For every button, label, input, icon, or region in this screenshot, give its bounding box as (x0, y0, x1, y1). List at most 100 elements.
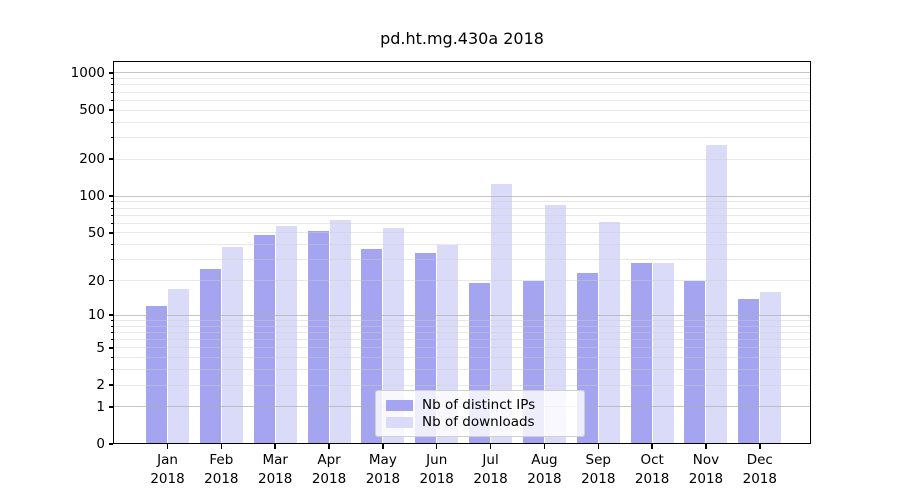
gridline-minor (114, 339, 810, 340)
bar-ips-Apr (307, 230, 329, 444)
y-minor-tick-mark (110, 201, 113, 203)
y-minor-tick-mark (110, 232, 113, 234)
x-tick-month: Apr (317, 452, 341, 468)
y-minor-tick-mark (110, 91, 113, 93)
gridline-major (114, 195, 810, 197)
x-tick-mark (597, 444, 600, 449)
x-tick-month: Jun (426, 452, 448, 468)
y-tick-mark (109, 72, 113, 74)
x-tick-label: Aug 2018 (504, 451, 584, 489)
bar-downloads-Oct (652, 263, 674, 444)
x-tick-mark (705, 444, 707, 449)
bar-downloads-Feb (221, 247, 243, 444)
gridline-minor (114, 99, 810, 101)
gridline-minor (114, 121, 810, 123)
gridline-minor (114, 91, 810, 93)
bar-ips-Dec (738, 298, 760, 444)
y-minor-tick-mark (110, 319, 113, 321)
legend-swatch-ips-icon (386, 399, 413, 411)
gridline-major (114, 72, 810, 74)
y-minor-tick-mark (110, 347, 113, 349)
x-tick-year: 2018 (365, 471, 401, 487)
y-minor-tick-mark (110, 357, 113, 359)
gridline-major (114, 314, 810, 316)
x-tick-label: Feb 2018 (181, 451, 261, 489)
x-tick-label: Dec 2018 (720, 451, 800, 489)
y-minor-tick-mark (110, 207, 113, 209)
x-tick-year: 2018 (581, 471, 616, 487)
y-tick-mark (109, 406, 113, 408)
bar-downloads-Aug (544, 205, 566, 444)
bar-downloads-Mar (275, 225, 297, 444)
x-tick-month: Oct (640, 452, 664, 468)
bar-downloads-Sep (598, 221, 620, 444)
legend-row-ips: Nb of distinct IPs (386, 397, 574, 413)
chart-title: pd.ht.mg.430a 2018 (380, 29, 544, 48)
y-tick-label: 5 (96, 339, 105, 356)
x-tick-mark (651, 444, 653, 449)
bar-downloads-Apr (329, 219, 351, 444)
gridline-minor (114, 325, 810, 327)
legend-label-ips: Nb of distinct IPs (422, 397, 536, 413)
bar-ips-Mar (253, 235, 275, 444)
y-minor-tick-mark (110, 339, 113, 340)
bar-downloads-Nov (706, 145, 728, 444)
y-tick-label: 200 (79, 151, 105, 168)
bar-downloads-Jan (168, 288, 189, 444)
y-tick-label: 100 (79, 188, 105, 205)
y-minor-tick-mark (110, 158, 113, 160)
y-tick-label: 0 (96, 436, 105, 452)
legend-swatch-downloads-icon (386, 416, 413, 428)
x-tick-month: Feb (209, 452, 234, 468)
y-minor-tick-mark (110, 214, 113, 216)
x-tick-month: Dec (746, 452, 773, 468)
y-tick-label: 1000 (70, 64, 105, 81)
gridline-minor (114, 207, 810, 209)
gridline-minor (114, 319, 810, 321)
x-tick-month: Aug (531, 452, 558, 468)
bar-ips-Feb (199, 269, 221, 444)
bar-downloads-Dec (760, 291, 782, 444)
gridline-minor (114, 84, 810, 86)
bar-ips-Oct (630, 263, 652, 444)
bar-downloads-May (383, 227, 405, 444)
x-tick-mark (382, 444, 384, 449)
y-tick-label: 1 (96, 398, 105, 415)
x-tick-year: 2018 (742, 471, 777, 487)
x-tick-year: 2018 (527, 471, 562, 487)
gridline-minor (114, 78, 810, 80)
y-minor-tick-mark (110, 137, 113, 139)
x-tick-mark (543, 444, 546, 449)
x-tick-month: Sep (585, 452, 611, 468)
gridline-minor (114, 158, 810, 160)
gridline-minor (114, 244, 810, 246)
y-tick-label: 10 (87, 307, 105, 324)
x-tick-year: 2018 (204, 471, 239, 487)
y-minor-tick-mark (110, 109, 113, 111)
gridline-minor (114, 384, 810, 386)
x-tick-label: Jun 2018 (397, 451, 477, 489)
y-tick-label: 20 (87, 272, 105, 289)
x-tick-month: Jan (157, 452, 178, 468)
x-tick-label: Jul 2018 (451, 451, 531, 489)
legend-row-downloads: Nb of downloads (386, 414, 574, 430)
x-tick-year: 2018 (473, 471, 508, 487)
y-minor-tick-mark (110, 259, 113, 261)
gridline-minor (114, 259, 810, 261)
x-tick-year: 2018 (258, 471, 293, 487)
y-tick-label: 500 (79, 102, 105, 119)
y-minor-tick-mark (110, 78, 113, 80)
x-tick-year: 2018 (150, 471, 185, 487)
y-tick-label: 2 (96, 377, 105, 393)
gridline-minor (114, 357, 810, 359)
y-minor-tick-mark (110, 121, 113, 123)
gridline-minor (114, 214, 810, 216)
x-tick-year: 2018 (419, 471, 454, 487)
legend: Nb of distinct IPs Nb of downloads (375, 390, 585, 437)
x-tick-month: Mar (262, 452, 288, 468)
y-tick-mark (109, 443, 113, 445)
legend-label-downloads: Nb of downloads (422, 414, 535, 430)
bar-ips-Jan (146, 306, 167, 444)
y-tick-label: 50 (87, 224, 105, 241)
